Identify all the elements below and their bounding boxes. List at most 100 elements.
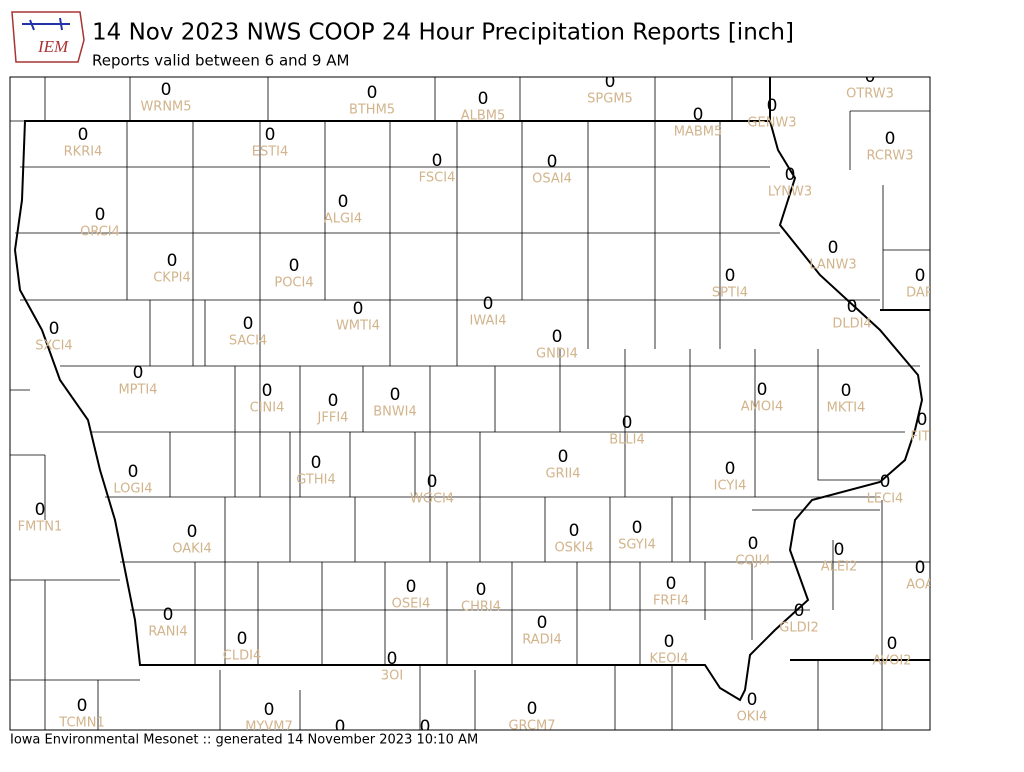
station-value: 0 bbox=[547, 152, 558, 172]
station-value: 0 bbox=[265, 125, 276, 145]
station-id: CKPI4 bbox=[153, 271, 191, 286]
station-value: 0 bbox=[725, 459, 736, 479]
station-value: 0 bbox=[747, 690, 758, 710]
logo-text: IEM bbox=[37, 37, 69, 56]
station-id: OSAI4 bbox=[532, 172, 572, 187]
station-id: GRII4 bbox=[545, 467, 580, 482]
station-id: ESTI4 bbox=[252, 145, 289, 160]
station-value: 0 bbox=[915, 558, 926, 578]
station-value: 0 bbox=[558, 447, 569, 467]
station-value: 0 bbox=[476, 580, 487, 600]
station-id: FSCI4 bbox=[419, 171, 456, 186]
station-value: 0 bbox=[262, 381, 273, 401]
station-value: 0 bbox=[353, 299, 364, 319]
station-id: RKRI4 bbox=[64, 145, 103, 160]
state-line bbox=[769, 77, 930, 661]
station-id: COJI4 bbox=[735, 554, 770, 569]
station-id: BLLI4 bbox=[609, 433, 645, 448]
county-lines bbox=[10, 77, 930, 730]
station-id: SACI4 bbox=[229, 334, 267, 349]
logo: IEM bbox=[11, 11, 85, 63]
station-id: TCMN1 bbox=[58, 716, 104, 731]
station-id: JFFI4 bbox=[317, 411, 349, 426]
station-id: GENW3 bbox=[747, 116, 796, 131]
station-id: SXCI4 bbox=[35, 339, 72, 354]
station-value: 0 bbox=[128, 462, 139, 482]
station-value: 0 bbox=[887, 634, 898, 654]
station-value: 0 bbox=[161, 80, 172, 100]
station-id: RCRW3 bbox=[866, 149, 913, 164]
title: 14 Nov 2023 NWS COOP 24 Hour Precipitati… bbox=[92, 20, 794, 46]
station-value: 0 bbox=[569, 521, 580, 541]
station-value: 0 bbox=[335, 717, 346, 737]
station-value: 0 bbox=[834, 540, 845, 560]
station-value: 0 bbox=[237, 629, 248, 649]
subtitle: Reports valid between 6 and 9 AM bbox=[92, 52, 349, 70]
station-value: 0 bbox=[666, 574, 677, 594]
station-id: LYNW3 bbox=[768, 185, 812, 200]
station-value: 0 bbox=[865, 67, 876, 87]
map-frame bbox=[9, 76, 931, 731]
station-id: FRFI4 bbox=[653, 594, 689, 609]
station-id: CINI4 bbox=[250, 401, 285, 416]
station-id: WRNM5 bbox=[140, 100, 191, 115]
station-value: 0 bbox=[885, 129, 896, 149]
station-value: 0 bbox=[133, 363, 144, 383]
station-id: ALBM5 bbox=[461, 109, 506, 124]
station-value: 0 bbox=[49, 319, 60, 339]
station-value: 0 bbox=[427, 472, 438, 492]
station-value: 0 bbox=[880, 472, 891, 492]
station-id: ALGI4 bbox=[324, 212, 362, 227]
station-value: 0 bbox=[328, 391, 339, 411]
station-value: 0 bbox=[432, 151, 443, 171]
station-id: BNWI4 bbox=[373, 405, 417, 420]
station-id: POCI4 bbox=[274, 276, 313, 291]
stations: 0WRNM50BTHM50ALBM50SPGM50OTRW30MABM50GEN… bbox=[18, 67, 934, 737]
station-id: GTHI4 bbox=[296, 473, 335, 488]
station-id: AMOI4 bbox=[741, 400, 783, 415]
station-value: 0 bbox=[693, 105, 704, 125]
station-id: KEOI4 bbox=[649, 652, 688, 667]
station-value: 0 bbox=[785, 165, 796, 185]
station-value: 0 bbox=[605, 72, 616, 92]
station-id: LECI4 bbox=[867, 492, 904, 507]
station-value: 0 bbox=[725, 266, 736, 286]
station-id: WGCI4 bbox=[410, 492, 454, 507]
station-value: 0 bbox=[390, 385, 401, 405]
station-id: BTHM5 bbox=[349, 103, 395, 118]
station-id: OSKI4 bbox=[554, 541, 593, 556]
station-id: 3OI bbox=[381, 669, 403, 684]
station-id: AOA bbox=[906, 578, 934, 593]
station-id: RANI4 bbox=[148, 625, 187, 640]
station-id: FMTN1 bbox=[18, 520, 63, 535]
footer: Iowa Environmental Mesonet :: generated … bbox=[10, 733, 478, 748]
station-id: SGYI4 bbox=[618, 538, 656, 553]
station-value: 0 bbox=[828, 238, 839, 258]
station-id: ALEI2 bbox=[821, 560, 857, 575]
station-id: MKTI4 bbox=[827, 401, 866, 416]
station-id: DAR bbox=[906, 286, 934, 301]
station-id: IWAI4 bbox=[470, 314, 507, 329]
station-value: 0 bbox=[527, 699, 538, 719]
station-id: OKI4 bbox=[737, 710, 768, 725]
station-id: MABM5 bbox=[674, 125, 723, 140]
iowa-border bbox=[13, 120, 924, 702]
station-id: SPGM5 bbox=[587, 92, 633, 107]
station-id: DLDI4 bbox=[832, 317, 871, 332]
station-value: 0 bbox=[264, 700, 275, 720]
station-value: 0 bbox=[748, 534, 759, 554]
station-value: 0 bbox=[35, 500, 46, 520]
station-id: GRCM7 bbox=[508, 719, 555, 734]
station-value: 0 bbox=[420, 717, 431, 737]
station-id: LOGI4 bbox=[113, 482, 152, 497]
station-id: AVOI2 bbox=[872, 654, 911, 669]
station-id: LANW3 bbox=[809, 258, 856, 273]
station-value: 0 bbox=[95, 205, 106, 225]
station-id: GNDI4 bbox=[536, 347, 578, 362]
station-id: CHRI4 bbox=[461, 600, 501, 615]
station-value: 0 bbox=[163, 605, 174, 625]
station-value: 0 bbox=[622, 413, 633, 433]
station-value: 0 bbox=[406, 577, 417, 597]
station-id: MPTI4 bbox=[118, 383, 157, 398]
